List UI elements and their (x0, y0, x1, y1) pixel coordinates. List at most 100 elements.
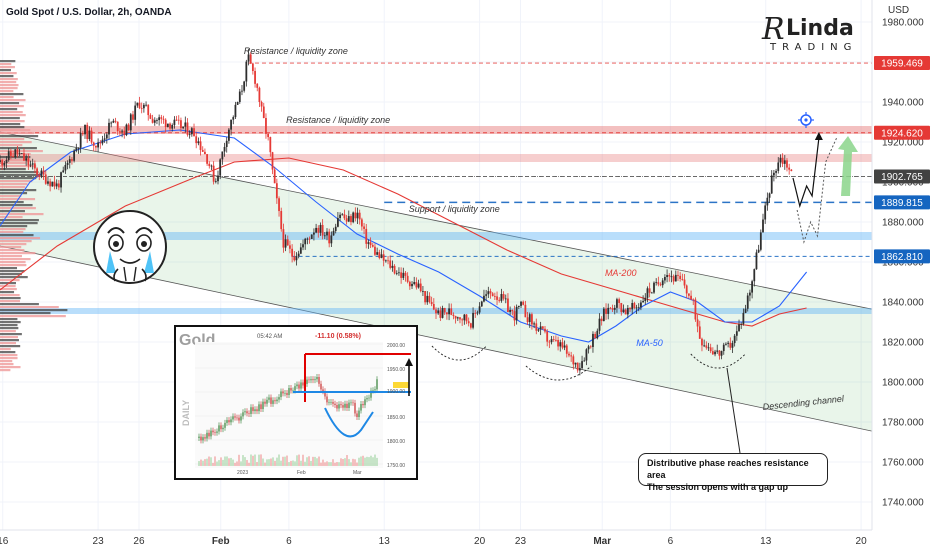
inset-candle-body (238, 417, 240, 421)
inset-x-tick: Feb (297, 470, 306, 476)
volume-bar (0, 333, 22, 336)
candle-body (570, 355, 573, 357)
inset-candle-body (250, 407, 252, 414)
inset-candle-body (326, 396, 328, 403)
candle-body (417, 283, 420, 288)
volume-bar (0, 141, 32, 144)
volume-bar (0, 135, 39, 138)
candle-body (496, 296, 498, 300)
candle-body (474, 312, 477, 314)
candle-body (182, 126, 185, 129)
candle-body (103, 138, 106, 140)
candle-body (557, 339, 559, 347)
inset-candle-body (324, 391, 326, 397)
candle-body (559, 342, 562, 347)
price-tag-label: 1889.815 (881, 198, 923, 209)
candle-body (716, 350, 719, 352)
candle-body (589, 346, 592, 348)
volume-bar (0, 162, 26, 165)
inset-candle-body (336, 404, 338, 409)
volume-bar (0, 234, 34, 237)
inset-candle-body (226, 420, 228, 423)
candle-body (173, 119, 176, 125)
candle-body (446, 312, 448, 315)
candle-body (360, 219, 363, 227)
candle-body (509, 309, 512, 313)
candle-body (195, 136, 198, 144)
volume-bar (0, 105, 24, 108)
inset-candle-body (268, 397, 270, 400)
volume-bar (0, 369, 11, 372)
inset-candle-body (292, 390, 294, 392)
inset-candle-body (232, 416, 234, 420)
candle-body (729, 342, 732, 348)
candle-body (108, 122, 110, 135)
cup-arc (431, 345, 487, 361)
inset-candle-body (376, 379, 378, 390)
inset-volume-bar (350, 462, 352, 466)
inset-candle-body (284, 392, 286, 394)
inset-candle-body (264, 401, 266, 404)
candle-body (57, 183, 60, 188)
y-tick-label: 1940.000 (882, 98, 924, 109)
candle-body (310, 234, 313, 239)
candle-body (629, 307, 631, 310)
candle-body (544, 328, 546, 332)
inset-volume-bar (234, 462, 236, 466)
candle-body (214, 181, 217, 182)
candle-body (480, 301, 483, 307)
inset-candle-body (370, 390, 372, 398)
target-icon[interactable] (798, 112, 814, 128)
volume-profile (0, 60, 68, 372)
inset-volume-bar (246, 460, 248, 466)
candle-body (640, 302, 642, 308)
candle-body (533, 323, 535, 325)
volume-bar (0, 207, 36, 210)
candle-body (679, 275, 682, 280)
volume-bar (0, 120, 25, 123)
inset-candle-body (244, 411, 246, 413)
inset-volume-bar (244, 457, 246, 466)
inset-volume-bar (320, 462, 322, 466)
analysis-callout: Distributive phase reaches resistance ar… (638, 453, 828, 492)
candle-body (709, 347, 712, 352)
candle-body (450, 308, 453, 315)
candle-body (175, 119, 178, 121)
candle-body (326, 231, 328, 236)
inset-volume-bar (356, 462, 358, 466)
candle-body (275, 183, 278, 199)
candle-body (441, 307, 444, 318)
candle-body (670, 276, 673, 278)
x-tick-label: 26 (133, 536, 145, 547)
inset-candle-body (228, 420, 230, 423)
inset-volume-bar (220, 457, 222, 466)
candle-body (73, 150, 76, 161)
candle-body (77, 147, 80, 149)
candle-body (247, 54, 250, 62)
candle-body (29, 164, 32, 166)
candle-body (504, 298, 507, 300)
candle-body (626, 307, 629, 315)
inset-volume-bar (314, 456, 316, 466)
candle-body (703, 345, 706, 347)
candle-body (18, 153, 21, 155)
candle-body (430, 301, 433, 305)
volume-bar (0, 69, 11, 72)
volume-bar (0, 351, 16, 354)
candle-body (291, 248, 294, 257)
inset-candle-body (240, 416, 242, 421)
price-axis[interactable] (872, 0, 932, 550)
inset-candle-body (202, 437, 204, 441)
inset-candle-body (212, 430, 214, 433)
candle-body (249, 54, 252, 64)
candle-body (666, 275, 668, 278)
candle-body (162, 118, 165, 120)
candle-body (116, 121, 119, 132)
candle-body (696, 319, 699, 327)
candle-body (278, 198, 280, 212)
candle-body (31, 163, 34, 165)
inset-price-tick: 1950.00 (387, 367, 405, 373)
candle-body (777, 162, 780, 171)
inset-candle-body (302, 382, 304, 386)
